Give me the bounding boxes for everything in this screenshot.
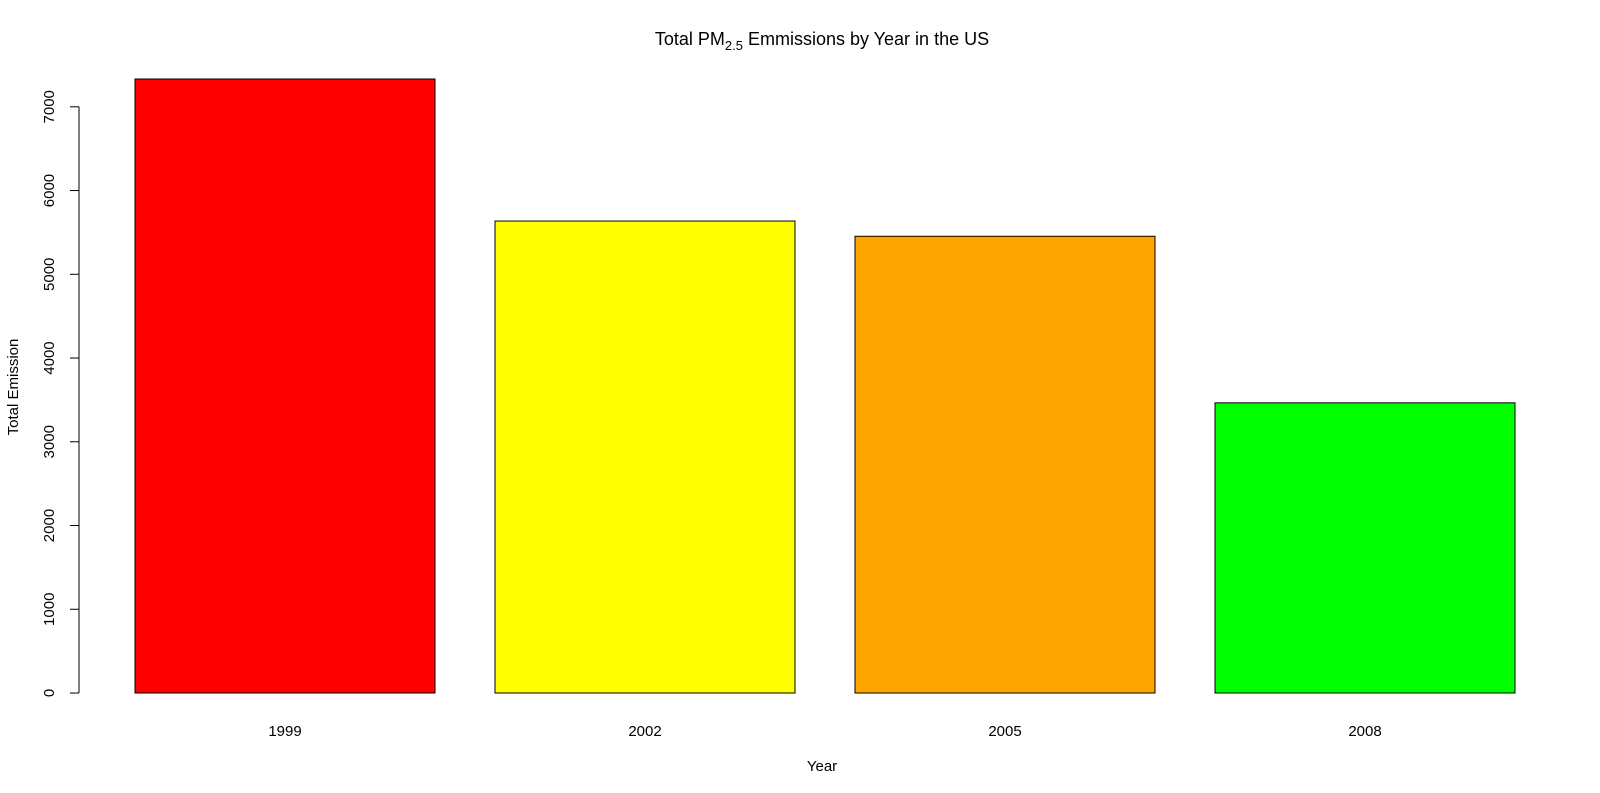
x-axis-label: Year [807,758,837,775]
y-tick-label: 2000 [41,509,58,542]
x-tick-label: 2002 [628,723,661,740]
x-tick-label: 2008 [1348,723,1381,740]
bar-2008 [1214,402,1516,694]
y-tick-label: 7000 [41,90,58,123]
x-tick-label: 1999 [268,723,301,740]
x-tick-label: 2005 [988,723,1021,740]
y-tick-label: 1000 [41,593,58,626]
y-tick-label: 4000 [41,341,58,374]
bar-2005 [854,235,1156,694]
bar-2002 [494,220,796,694]
bar-group [134,78,1516,694]
bar-1999 [134,78,436,694]
y-tick-label: 5000 [41,258,58,291]
y-tick-label: 0 [41,689,58,697]
y-axis: 0 1000 2000 3000 4000 5000 6000 7000 [41,90,80,697]
chart-title-subscript: 2.5 [725,38,743,53]
y-tick-label: 6000 [41,174,58,207]
y-axis-label: Total Emission [5,339,22,436]
x-tick-labels: 1999 2002 2005 2008 [268,723,1381,740]
chart-title-suffix: Emmissions by Year in the US [743,29,989,49]
chart-title-prefix: Total PM [655,29,725,49]
y-tick-label: 3000 [41,425,58,458]
chart-title: Total PM2.5 Emmissions by Year in the US [655,29,989,53]
